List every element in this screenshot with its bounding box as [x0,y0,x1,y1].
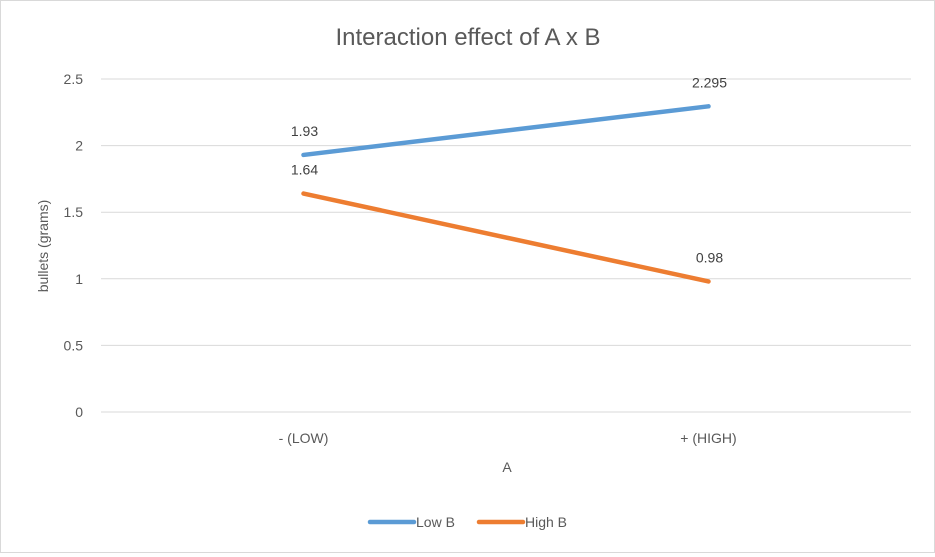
data-label: 1.93 [291,123,318,139]
gridlines [101,78,911,413]
x-axis-ticks: - (LOW) + (HIGH) [279,430,737,446]
y-tick-label: 2.5 [64,71,84,87]
legend: Low B High B [367,514,567,530]
series-line-low-b [301,104,711,158]
legend-label: High B [525,514,567,530]
x-axis-label: A [502,459,512,475]
y-axis-label: bullets (grams) [35,200,51,293]
legend-label: Low B [416,514,455,530]
y-tick-label: 0 [75,404,83,420]
x-tick-label: - (LOW) [279,430,329,446]
y-tick-label: 1.5 [64,204,84,220]
y-tick-label: 2 [75,138,83,154]
data-label: 2.295 [692,74,727,90]
series-line-high-b [301,191,711,284]
data-labels: 1.93 2.295 1.64 0.98 [291,74,727,265]
y-tick-label: 0.5 [64,337,84,353]
data-label: 0.98 [696,249,723,265]
x-tick-label: + (HIGH) [680,430,736,446]
chart-title: Interaction effect of A x B [335,24,600,51]
series-lines [301,104,711,284]
data-label: 1.64 [291,162,318,178]
y-tick-label: 1 [75,271,83,287]
y-axis-ticks: 0 0.5 1 1.5 2 2.5 [64,71,84,420]
